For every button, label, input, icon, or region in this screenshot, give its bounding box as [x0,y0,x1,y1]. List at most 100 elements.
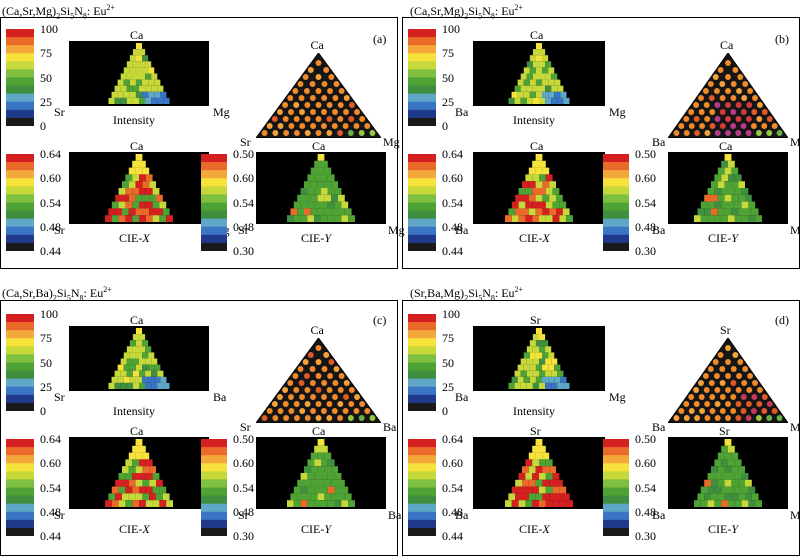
colorbar-segment [408,109,436,119]
colorbar-segment [6,37,34,46]
grid-cell [145,188,153,195]
grid-cell [145,215,153,222]
grid-cell [135,154,143,161]
grid-cell [156,208,163,216]
grid-cell [535,43,543,50]
colorbar-svg [201,439,227,537]
grid-cell [135,493,143,501]
grid-cell [324,493,332,501]
colorbar-segment [603,503,629,513]
colorbar-segment [408,45,436,54]
grid-cell [697,493,705,501]
grid-cell [704,194,711,202]
grid-cell [132,73,139,80]
grid-cell [707,201,715,209]
colorbar-segment [408,37,436,46]
colorbar-segment [201,463,227,472]
grid-cell [297,479,304,487]
grid-cell [511,215,519,222]
grid-cell [108,382,115,389]
composition-point [683,401,690,407]
grid-cell [551,73,558,80]
grid-cell [714,188,722,195]
grid-cell [707,500,715,507]
grid-cell [307,188,315,195]
colorbar-segment [6,471,34,480]
grid-cell [707,188,715,195]
grid-cell [714,486,722,494]
colorbar-segment [408,370,436,380]
vertex-label-left: Ba [652,420,666,434]
grid-cell [128,208,136,216]
composition-point [337,401,344,407]
grid-cell [539,486,546,494]
grid-cell [310,167,318,175]
grid-cell [522,479,529,487]
vertex-label-left: Ba [652,508,666,522]
vertex-label-right: Mg [790,223,800,237]
grid-cell [132,49,139,56]
grid-cell [529,352,536,359]
title-part: 8 [82,11,87,21]
grid-cell [738,181,745,188]
grid-cell [139,201,146,209]
composition-point [315,74,322,80]
grid-cell [714,473,722,480]
grid-cell [317,194,325,202]
colorbar-segment [6,402,34,412]
composition-point [673,415,680,421]
colorbar-segment [6,162,34,171]
composition-point [730,81,737,87]
composition-point [745,415,752,421]
composition-point [321,109,327,115]
cie-y-plot [256,152,386,224]
grid-cell [721,473,728,480]
grid-cell [324,452,332,460]
composition-point [310,408,317,414]
grid-cell [135,340,143,347]
grid-cell [314,473,321,480]
grid-cell [126,61,133,68]
grid-cell [129,352,136,359]
vertex-label-left: Ba [652,135,666,149]
colorbar-segment [603,495,629,505]
grid-cell [542,466,550,473]
composition-point [703,387,710,393]
plot-name-cie-x: CIE-X [519,232,550,244]
grid-cell [559,486,567,494]
grid-cell [556,194,563,202]
composition-point [714,401,721,407]
grid-cell [145,346,152,353]
grid-cell [125,486,133,494]
colorbar-tick: 0 [442,404,448,418]
grid-cell [542,79,549,86]
title-part: 8 [490,293,495,303]
grid-cell [300,500,308,507]
composition-point [698,394,705,400]
title-part: N [482,4,491,18]
composition-point [277,123,284,129]
colorbar-segment [6,495,34,505]
grid-cell [741,486,749,494]
grid-cell [728,445,735,453]
grid-cell [344,493,352,501]
grid-cell [525,215,533,222]
colorbar-segment [603,439,629,448]
grid-cell [535,167,543,175]
grid-cell [304,194,311,202]
grid-cell [148,79,155,86]
colorbar-segment [6,234,34,244]
grid-cell [300,201,308,209]
composition-point [333,81,340,87]
grid-cell [135,352,143,359]
grid-cell [532,358,539,365]
grid-cell [731,452,739,460]
composition-point [337,415,344,421]
grid-cell [310,466,318,473]
colorbar-tick: 0.48 [233,219,254,234]
colorbar-segment [408,210,436,220]
grid-cell [545,97,552,104]
grid-cell [545,174,553,182]
intensity-plot [69,326,209,391]
grid-cell [738,493,745,501]
